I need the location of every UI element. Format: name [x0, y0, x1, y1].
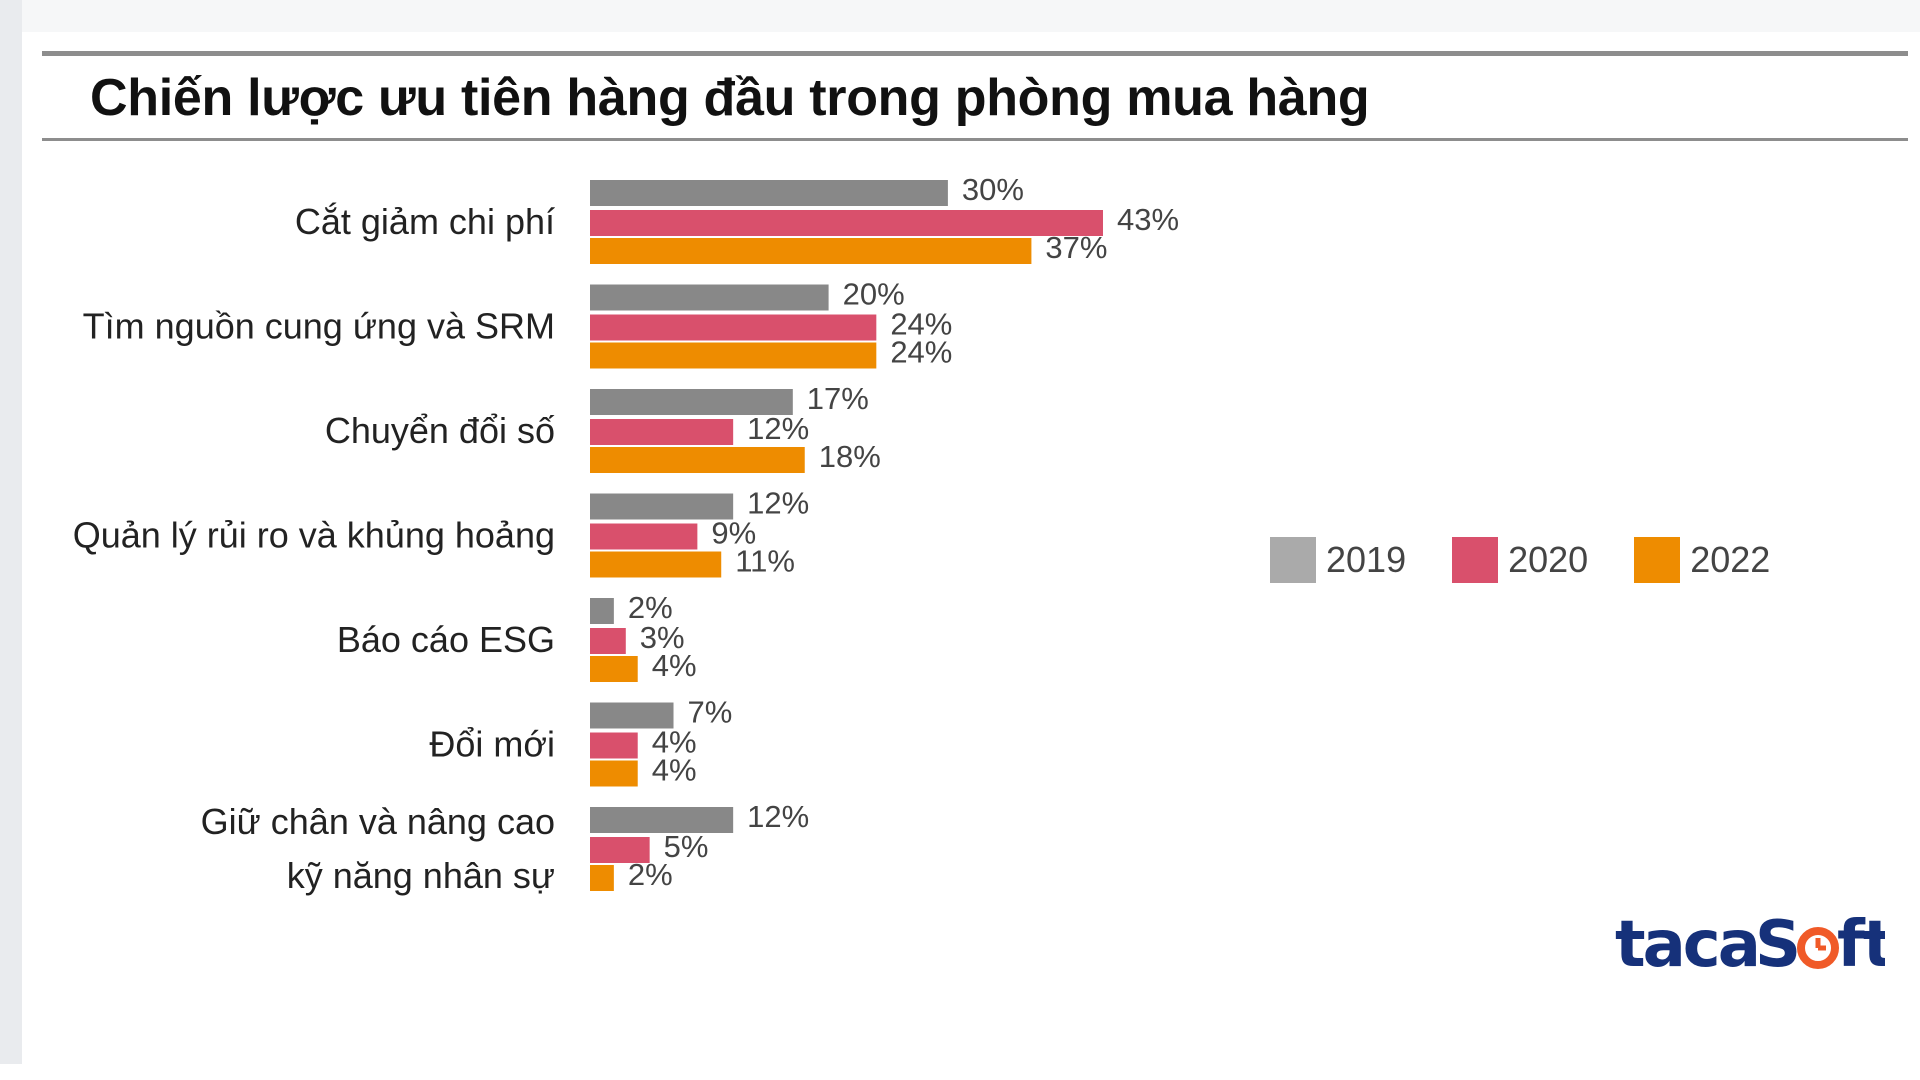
bar-2020 — [590, 210, 1103, 236]
brand-logo-mark: taca S ft — [1615, 908, 1885, 982]
bar-2022 — [590, 551, 722, 578]
category-label: Chuyển đổi số — [325, 410, 555, 451]
bar-2020 — [590, 314, 877, 341]
svg-text:S: S — [1755, 908, 1801, 982]
data-label: 24% — [890, 307, 952, 342]
data-label: 5% — [664, 829, 709, 864]
chart-title: Chiến lược ưu tiên hàng đầu trong phòng … — [90, 69, 1370, 127]
clock-o-icon — [1797, 927, 1839, 969]
legend-label-2019: 2019 — [1326, 539, 1407, 580]
left-strip — [0, 0, 22, 1080]
bar-2022 — [590, 238, 1032, 264]
data-label: 7% — [688, 695, 733, 730]
legend-item-2019: 2019 — [1270, 537, 1406, 583]
data-label: 12% — [747, 486, 809, 521]
legend-label-2020: 2020 — [1508, 539, 1589, 580]
title-rule-top — [42, 51, 1908, 56]
bar-2019 — [590, 702, 674, 729]
bar-2020 — [590, 732, 638, 759]
svg-text:ft: ft — [1837, 908, 1885, 982]
bar-2020 — [590, 628, 626, 654]
category-label: Tìm nguồn cung ứng và SRM — [83, 306, 555, 347]
data-label: 4% — [652, 753, 697, 788]
data-label: 30% — [962, 172, 1024, 207]
legend-label-2022: 2022 — [1690, 539, 1771, 580]
bar-2022 — [590, 447, 805, 473]
bar-2019 — [590, 389, 793, 415]
bottom-area — [0, 1064, 1920, 1080]
data-label: 17% — [807, 381, 869, 416]
bar-2019 — [590, 807, 734, 833]
data-label: 12% — [747, 799, 809, 834]
category-label: Cắt giảm chi phí — [295, 201, 555, 242]
data-label: 2% — [628, 590, 673, 625]
bar-2022 — [590, 760, 638, 787]
category-label: Giữ chân và nâng cao — [201, 801, 555, 842]
legend-swatch-2020 — [1452, 537, 1499, 583]
bar-2019 — [590, 493, 734, 520]
legend-swatch-2022 — [1634, 537, 1681, 583]
top-strip — [0, 0, 1920, 32]
category-label: kỹ năng nhân sự — [287, 855, 555, 896]
category-label: Báo cáo ESG — [337, 619, 555, 660]
data-label: 43% — [1117, 202, 1179, 237]
data-label: 12% — [747, 411, 809, 446]
data-label: 9% — [711, 516, 756, 551]
bar-2022 — [590, 865, 614, 891]
svg-text:taca: taca — [1615, 908, 1758, 982]
data-label: 3% — [640, 620, 685, 655]
legend: 2019 2020 2022 — [1270, 537, 1816, 583]
bar-2019 — [590, 598, 614, 624]
bar-2019 — [590, 180, 948, 206]
brand-logo: taca S ft — [1615, 904, 1885, 984]
data-label: 24% — [890, 335, 952, 370]
data-label: 37% — [1045, 230, 1107, 265]
bar-2020 — [590, 837, 650, 863]
data-label: 4% — [652, 648, 697, 683]
bar-2020 — [590, 523, 698, 550]
bar-2020 — [590, 419, 734, 445]
data-label: 20% — [843, 277, 905, 312]
bar-chart: Cắt giảm chi phí 30% 43% 37% Tìm nguồn cung … — [73, 172, 1179, 896]
category-label: Quản lý rủi ro và khủng hoảng — [73, 515, 555, 556]
data-label: 4% — [652, 725, 697, 760]
legend-swatch-2019 — [1270, 537, 1316, 583]
legend-item-2022: 2022 — [1634, 537, 1770, 583]
data-label: 11% — [735, 544, 795, 579]
bar-2019 — [590, 284, 829, 311]
category-label: Đổi mới — [429, 724, 555, 765]
bar-2022 — [590, 656, 638, 682]
bar-2022 — [590, 342, 877, 369]
data-label: 18% — [819, 439, 881, 474]
legend-item-2020: 2020 — [1452, 537, 1588, 583]
data-label: 2% — [628, 857, 673, 892]
title-rule-bottom — [42, 138, 1908, 141]
